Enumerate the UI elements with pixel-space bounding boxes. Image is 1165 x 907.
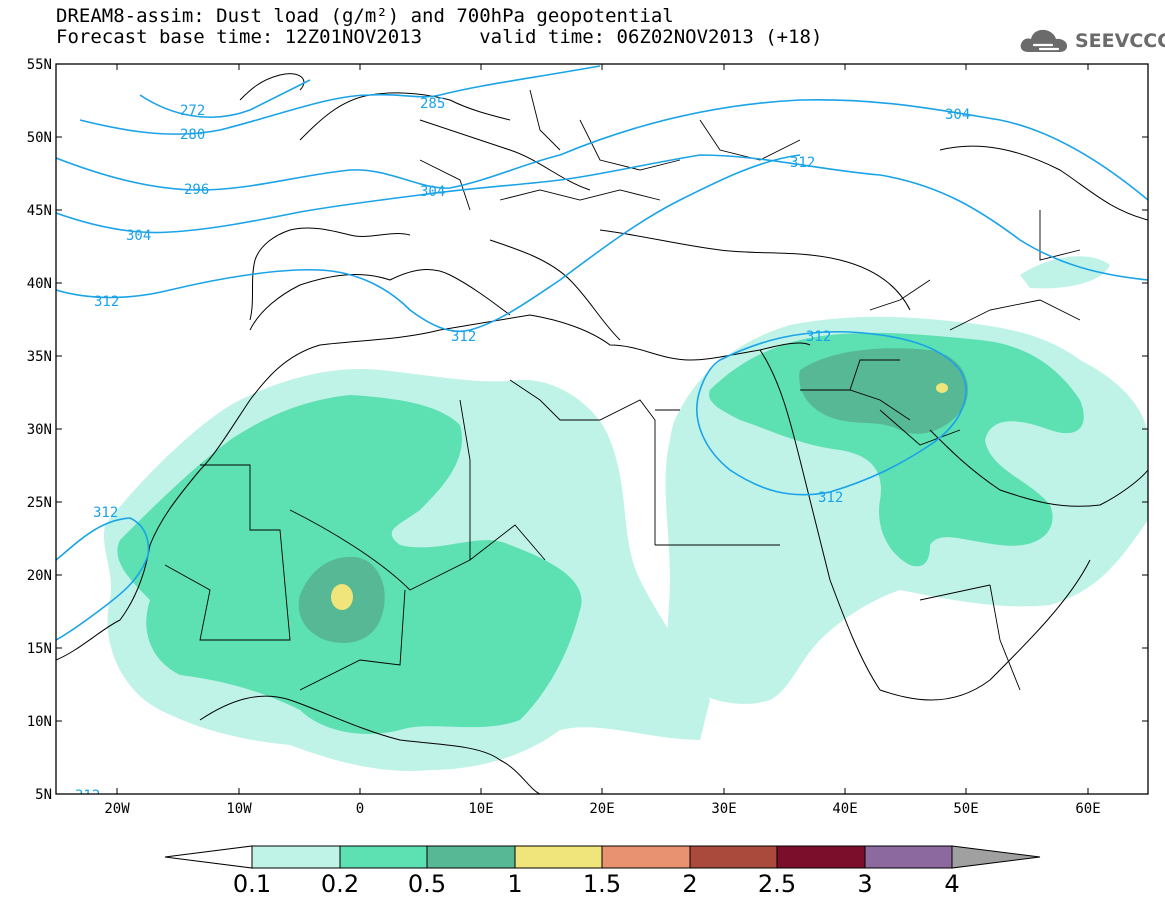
lon-tick-label: 60E <box>1075 801 1100 817</box>
lon-labels: 20W 10W 0 10E 20E 30E 40E 50E 60E <box>104 801 1100 817</box>
cloud-icon <box>1020 29 1068 52</box>
colorbar-bin <box>339 845 428 869</box>
contour-label: 296 <box>184 182 209 198</box>
colorbar-label: 0.5 <box>407 870 447 898</box>
lat-axis <box>56 63 1148 795</box>
contour-label: 280 <box>180 127 205 143</box>
seevccc-logo: SEEVCCC <box>1018 24 1165 58</box>
contour-label: 312 <box>93 505 118 521</box>
contour-label: 312 <box>75 788 100 804</box>
lat-tick-label: 50N <box>27 130 52 146</box>
contour-label: 312 <box>790 155 815 171</box>
contour-label: 304 <box>126 228 151 244</box>
dust-level-0.5 <box>298 348 969 643</box>
colorbar-bin <box>776 845 866 869</box>
lat-tick-label: 55N <box>27 57 52 73</box>
colorbar-label: 2.5 <box>757 870 797 898</box>
colorbar-bin <box>864 845 953 869</box>
map-title: DREAM8-assim: Dust load (g/m²) and 700hP… <box>56 5 674 27</box>
lon-axis <box>116 64 1089 794</box>
lon-tick-label: 40E <box>832 801 857 817</box>
logo-text: SEEVCCC <box>1075 30 1165 52</box>
colorbar-label: 1.5 <box>582 870 622 898</box>
colorbar-over-triangle <box>951 845 1041 869</box>
lon-tick-label: 20W <box>104 801 130 817</box>
contour-label: 312 <box>806 329 831 345</box>
contour-label: 304 <box>945 107 970 123</box>
lon-tick-label: 20E <box>589 801 614 817</box>
dust-level-1 <box>331 383 948 610</box>
lon-tick-label: 50E <box>953 801 978 817</box>
colorbar-bin <box>601 845 691 869</box>
lat-tick-label: 5N <box>35 787 52 803</box>
map-subtitle: Forecast base time: 12Z01NOV2013 valid t… <box>56 26 823 48</box>
lat-tick-label: 10N <box>27 714 52 730</box>
lat-tick-label: 20N <box>27 568 52 584</box>
lat-tick-label: 15N <box>27 641 52 657</box>
lon-tick-label: 10E <box>468 801 493 817</box>
colorbar-label: 0.2 <box>320 870 360 898</box>
colorbar-label: 4 <box>944 870 960 898</box>
contour-label: 304 <box>420 184 445 200</box>
coastlines <box>56 73 1148 794</box>
colorbar-label: 1 <box>507 870 523 898</box>
colorbar-bin <box>514 845 603 869</box>
lat-tick-label: 45N <box>27 203 52 219</box>
contour-labels: 272 280 285 296 304 304 304 312 312 312 … <box>75 96 970 804</box>
colorbar-label: 0.1 <box>232 870 272 898</box>
lat-tick-label: 30N <box>27 422 52 438</box>
lon-tick-label: 30E <box>711 801 736 817</box>
lat-tick-label: 40N <box>27 276 52 292</box>
contour-label: 285 <box>420 96 445 112</box>
contour-label: 272 <box>180 103 205 119</box>
colorbar-label: 3 <box>857 870 873 898</box>
lon-tick-label: 0 <box>356 801 364 817</box>
lat-labels: 55N 50N 45N 40N 35N 30N 25N 20N 15N 10N … <box>27 57 52 803</box>
colorbar-bin <box>689 845 778 869</box>
contour-label: 312 <box>451 329 476 345</box>
contour-label: 312 <box>94 294 119 310</box>
lat-tick-label: 35N <box>27 349 52 365</box>
country-borders <box>164 89 1081 691</box>
contour-label: 312 <box>818 490 843 506</box>
colorbar <box>164 845 1041 869</box>
lat-tick-label: 25N <box>27 495 52 511</box>
lon-tick-label: 10W <box>226 801 252 817</box>
colorbar-label: 2 <box>682 870 698 898</box>
colorbar-bin <box>251 845 341 869</box>
colorbar-bin <box>426 845 516 869</box>
geopotential-contours <box>56 65 1148 641</box>
colorbar-under-triangle <box>164 845 253 869</box>
